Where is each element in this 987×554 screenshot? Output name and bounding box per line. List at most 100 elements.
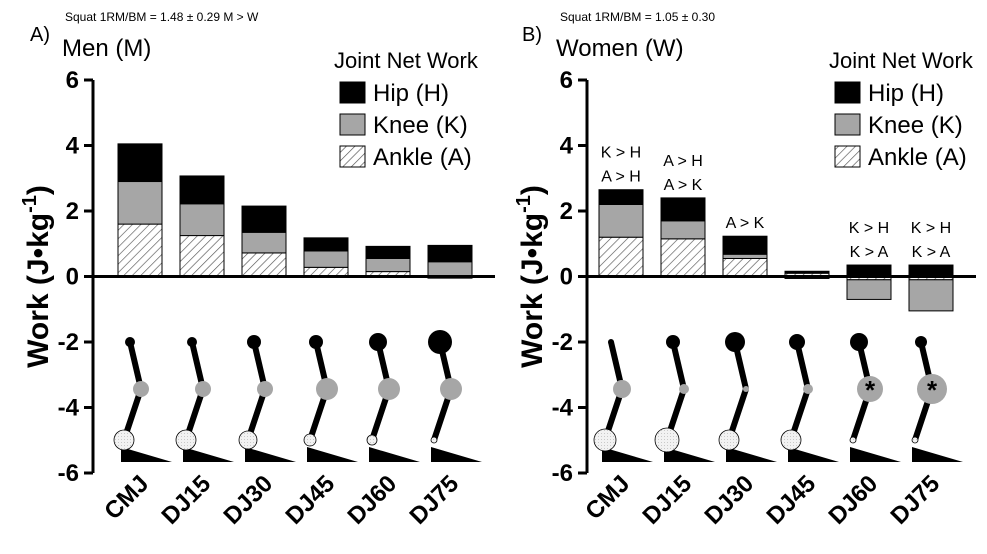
hip-marker [369, 333, 387, 351]
legend-swatch-ankle [834, 145, 861, 168]
bar-knee [179, 203, 225, 237]
ankle-marker [366, 434, 378, 446]
foot-icon [183, 447, 234, 462]
x-tick-label: DJ30 [700, 470, 760, 530]
knee-marker [743, 386, 749, 392]
legend: Joint Net Work Hip (H) Knee (K) Ankle (A) [334, 48, 479, 171]
legend-swatch-hip [834, 81, 861, 104]
legend-swatch-hip [339, 81, 366, 104]
legend-label-ankle: Ankle (A) [868, 144, 967, 171]
bar-hip [722, 235, 768, 255]
bar-hip [908, 264, 954, 278]
ankle-marker [718, 429, 740, 451]
knee-marker [803, 384, 813, 394]
y-tick-label: 4 [560, 133, 574, 160]
x-tick-label: DJ45 [281, 470, 341, 530]
comparison-annotation: A > H [601, 169, 641, 186]
bar-hip [846, 264, 892, 278]
x-tick-label: DJ30 [219, 470, 279, 530]
legend-swatch-ankle [339, 145, 366, 168]
x-tick-label: DJ75 [405, 470, 465, 530]
bar-stack-dj60: K > H K > A [846, 220, 892, 300]
bar-knee [303, 250, 349, 268]
bar-stack-dj75 [427, 244, 473, 279]
bar-ankle [722, 257, 768, 277]
comparison-annotation: A > K [664, 177, 703, 194]
legend: Joint Net Work Hip (H) Knee (K) Ankle (A) [829, 48, 974, 171]
comparison-annotation: A > H [663, 153, 703, 170]
y-axis-label-close: ) [22, 185, 55, 195]
x-tick-label: DJ60 [824, 470, 884, 530]
foot-icon [664, 447, 715, 462]
hip-marker [247, 335, 261, 349]
foot-icon [431, 447, 482, 462]
hip-marker [789, 334, 805, 350]
foot-icon [788, 447, 839, 462]
significance-asterisk: * [927, 375, 938, 405]
legend-swatch-knee [834, 113, 861, 136]
foot-icon [726, 447, 777, 462]
bar-knee [117, 181, 163, 225]
bar-hip [117, 143, 163, 183]
thigh-segment [670, 341, 687, 390]
y-tick-label: -6 [552, 460, 573, 487]
ankle-marker [780, 429, 802, 451]
y-axis-label-close: ) [516, 185, 549, 195]
x-tick-label: CMJ [580, 470, 635, 525]
bar-knee [241, 231, 287, 254]
ankle-marker [849, 436, 857, 444]
comparison-annotation: K > A [850, 244, 889, 261]
bar-stack-cmj [117, 143, 163, 278]
foot-icon [245, 447, 296, 462]
panel-title: Men (M) [62, 35, 151, 62]
bar-stack-dj75: K > H K > A [908, 220, 954, 312]
panel-subtitle: Squat 1RM/BM = 1.48 ± 0.29 M > W [65, 10, 259, 24]
panel-title: Women (W) [556, 35, 684, 62]
bar-knee [365, 257, 411, 273]
knee-marker [613, 380, 631, 398]
y-axis-label-exponent: -1 [513, 195, 535, 213]
bar-ankle [241, 252, 287, 277]
bar-knee [908, 279, 954, 312]
bar-hip [784, 270, 830, 274]
hip-marker [187, 337, 197, 347]
y-tick-label: 4 [66, 133, 80, 160]
bar-stack-dj15: A > H A > K [660, 153, 706, 277]
foot-icon [121, 447, 172, 462]
bar-stack-dj15 [179, 175, 225, 277]
legend-title: Joint Net Work [829, 48, 974, 73]
foot-icon [602, 447, 653, 462]
x-tick-label: DJ75 [886, 470, 946, 530]
bar-hip [241, 205, 287, 233]
stick-figure-cmj [593, 339, 653, 462]
hip-marker [850, 333, 868, 351]
knee-marker [195, 381, 211, 397]
ankle-marker [911, 436, 919, 444]
bar-knee [660, 220, 706, 240]
knee-marker [440, 378, 462, 400]
bar-ankle [660, 238, 706, 277]
bar-stack-dj60 [365, 245, 411, 277]
legend-label-ankle: Ankle (A) [373, 144, 472, 171]
significance-asterisk: * [865, 375, 876, 405]
hip-marker [915, 336, 927, 348]
stick-figure-dj60 [366, 333, 420, 462]
y-tick-label: 6 [560, 67, 573, 94]
panel-men: Squat 1RM/BM = 1.48 ± 0.29 M > W A) Men (M… [19, 10, 495, 530]
bar-hip [303, 237, 349, 252]
foot-icon [369, 447, 420, 462]
bar-knee [722, 253, 768, 259]
ankle-marker [238, 430, 258, 450]
knee-marker [857, 376, 883, 402]
hip-marker [125, 337, 135, 347]
knee-marker [133, 381, 149, 397]
knee-marker [316, 378, 338, 400]
x-tick-label: DJ60 [343, 470, 403, 530]
stick-figure-dj45 [303, 335, 358, 462]
knee-marker [257, 381, 273, 397]
ankle-marker [654, 427, 680, 453]
y-axis-label-main: Work (J•kg [516, 213, 549, 368]
ankle-marker [113, 429, 135, 451]
stick-figure-dj75 [428, 330, 482, 462]
